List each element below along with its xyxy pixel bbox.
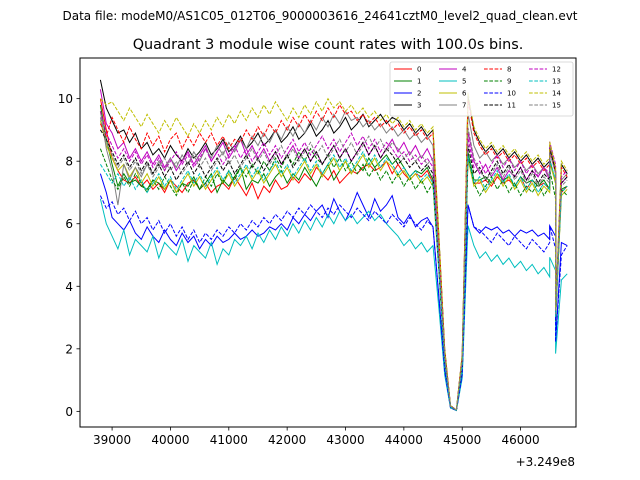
x-tick-label: 42000 (268, 433, 306, 447)
legend-label-1: 1 (417, 78, 421, 86)
legend-label-13: 13 (552, 78, 561, 86)
series-line-12 (99, 111, 568, 411)
legend-label-3: 3 (417, 102, 421, 110)
series-line-10 (99, 195, 568, 412)
legend-label-15: 15 (552, 102, 561, 110)
x-tick-label: 44000 (385, 433, 423, 447)
y-tick-label: 4 (65, 280, 73, 294)
legend-label-12: 12 (552, 66, 561, 74)
series-line-13 (99, 150, 568, 412)
series-line-11 (99, 129, 568, 412)
series-line-5 (99, 198, 568, 412)
axes: 39000 40000 41000 42000 43000 44000 45000 46000… (58, 92, 540, 447)
legend-label-2: 2 (417, 90, 421, 98)
legend-label-5: 5 (462, 78, 466, 86)
y-tick-label: 0 (65, 405, 73, 419)
y-tick-label: 6 (65, 217, 73, 231)
legend-label-9: 9 (507, 78, 511, 86)
x-tick-label: 46000 (501, 433, 539, 447)
series-line-14 (100, 92, 568, 411)
chart-title: Quadrant 3 module wise count rates with … (133, 37, 524, 53)
series-line-15 (99, 117, 568, 411)
x-tick-label: 41000 (210, 433, 248, 447)
series-line-2 (99, 173, 568, 412)
series-lines (99, 79, 568, 412)
legend-label-10: 10 (507, 90, 516, 98)
plot-frame (79, 57, 577, 428)
legend-label-0: 0 (417, 66, 421, 74)
series-line-9 (99, 147, 568, 412)
legend-label-7: 7 (462, 102, 466, 110)
y-tick-label: 2 (65, 342, 73, 356)
y-tick-label: 10 (58, 92, 73, 106)
legend-label-4: 4 (462, 66, 467, 74)
legend-frame (389, 61, 574, 117)
x-tick-label: 43000 (326, 433, 364, 447)
y-tick-label: 8 (65, 155, 73, 169)
series-line-1 (99, 104, 568, 412)
series-line-8 (99, 99, 568, 411)
legend-label-6: 6 (462, 90, 467, 98)
x-axis-offset-label: +3.249e8 (516, 455, 575, 469)
legend-label-8: 8 (507, 66, 511, 74)
x-tick-label: 40000 (151, 433, 189, 447)
series-line-4 (99, 89, 568, 411)
legend-label-14: 14 (552, 90, 561, 98)
chart-suptitle: Data file: modeM0/AS1C05_012T06_90000036… (62, 9, 577, 23)
legend-label-11: 11 (507, 102, 516, 110)
x-tick-label: 39000 (93, 433, 131, 447)
x-tick-label: 45000 (443, 433, 481, 447)
